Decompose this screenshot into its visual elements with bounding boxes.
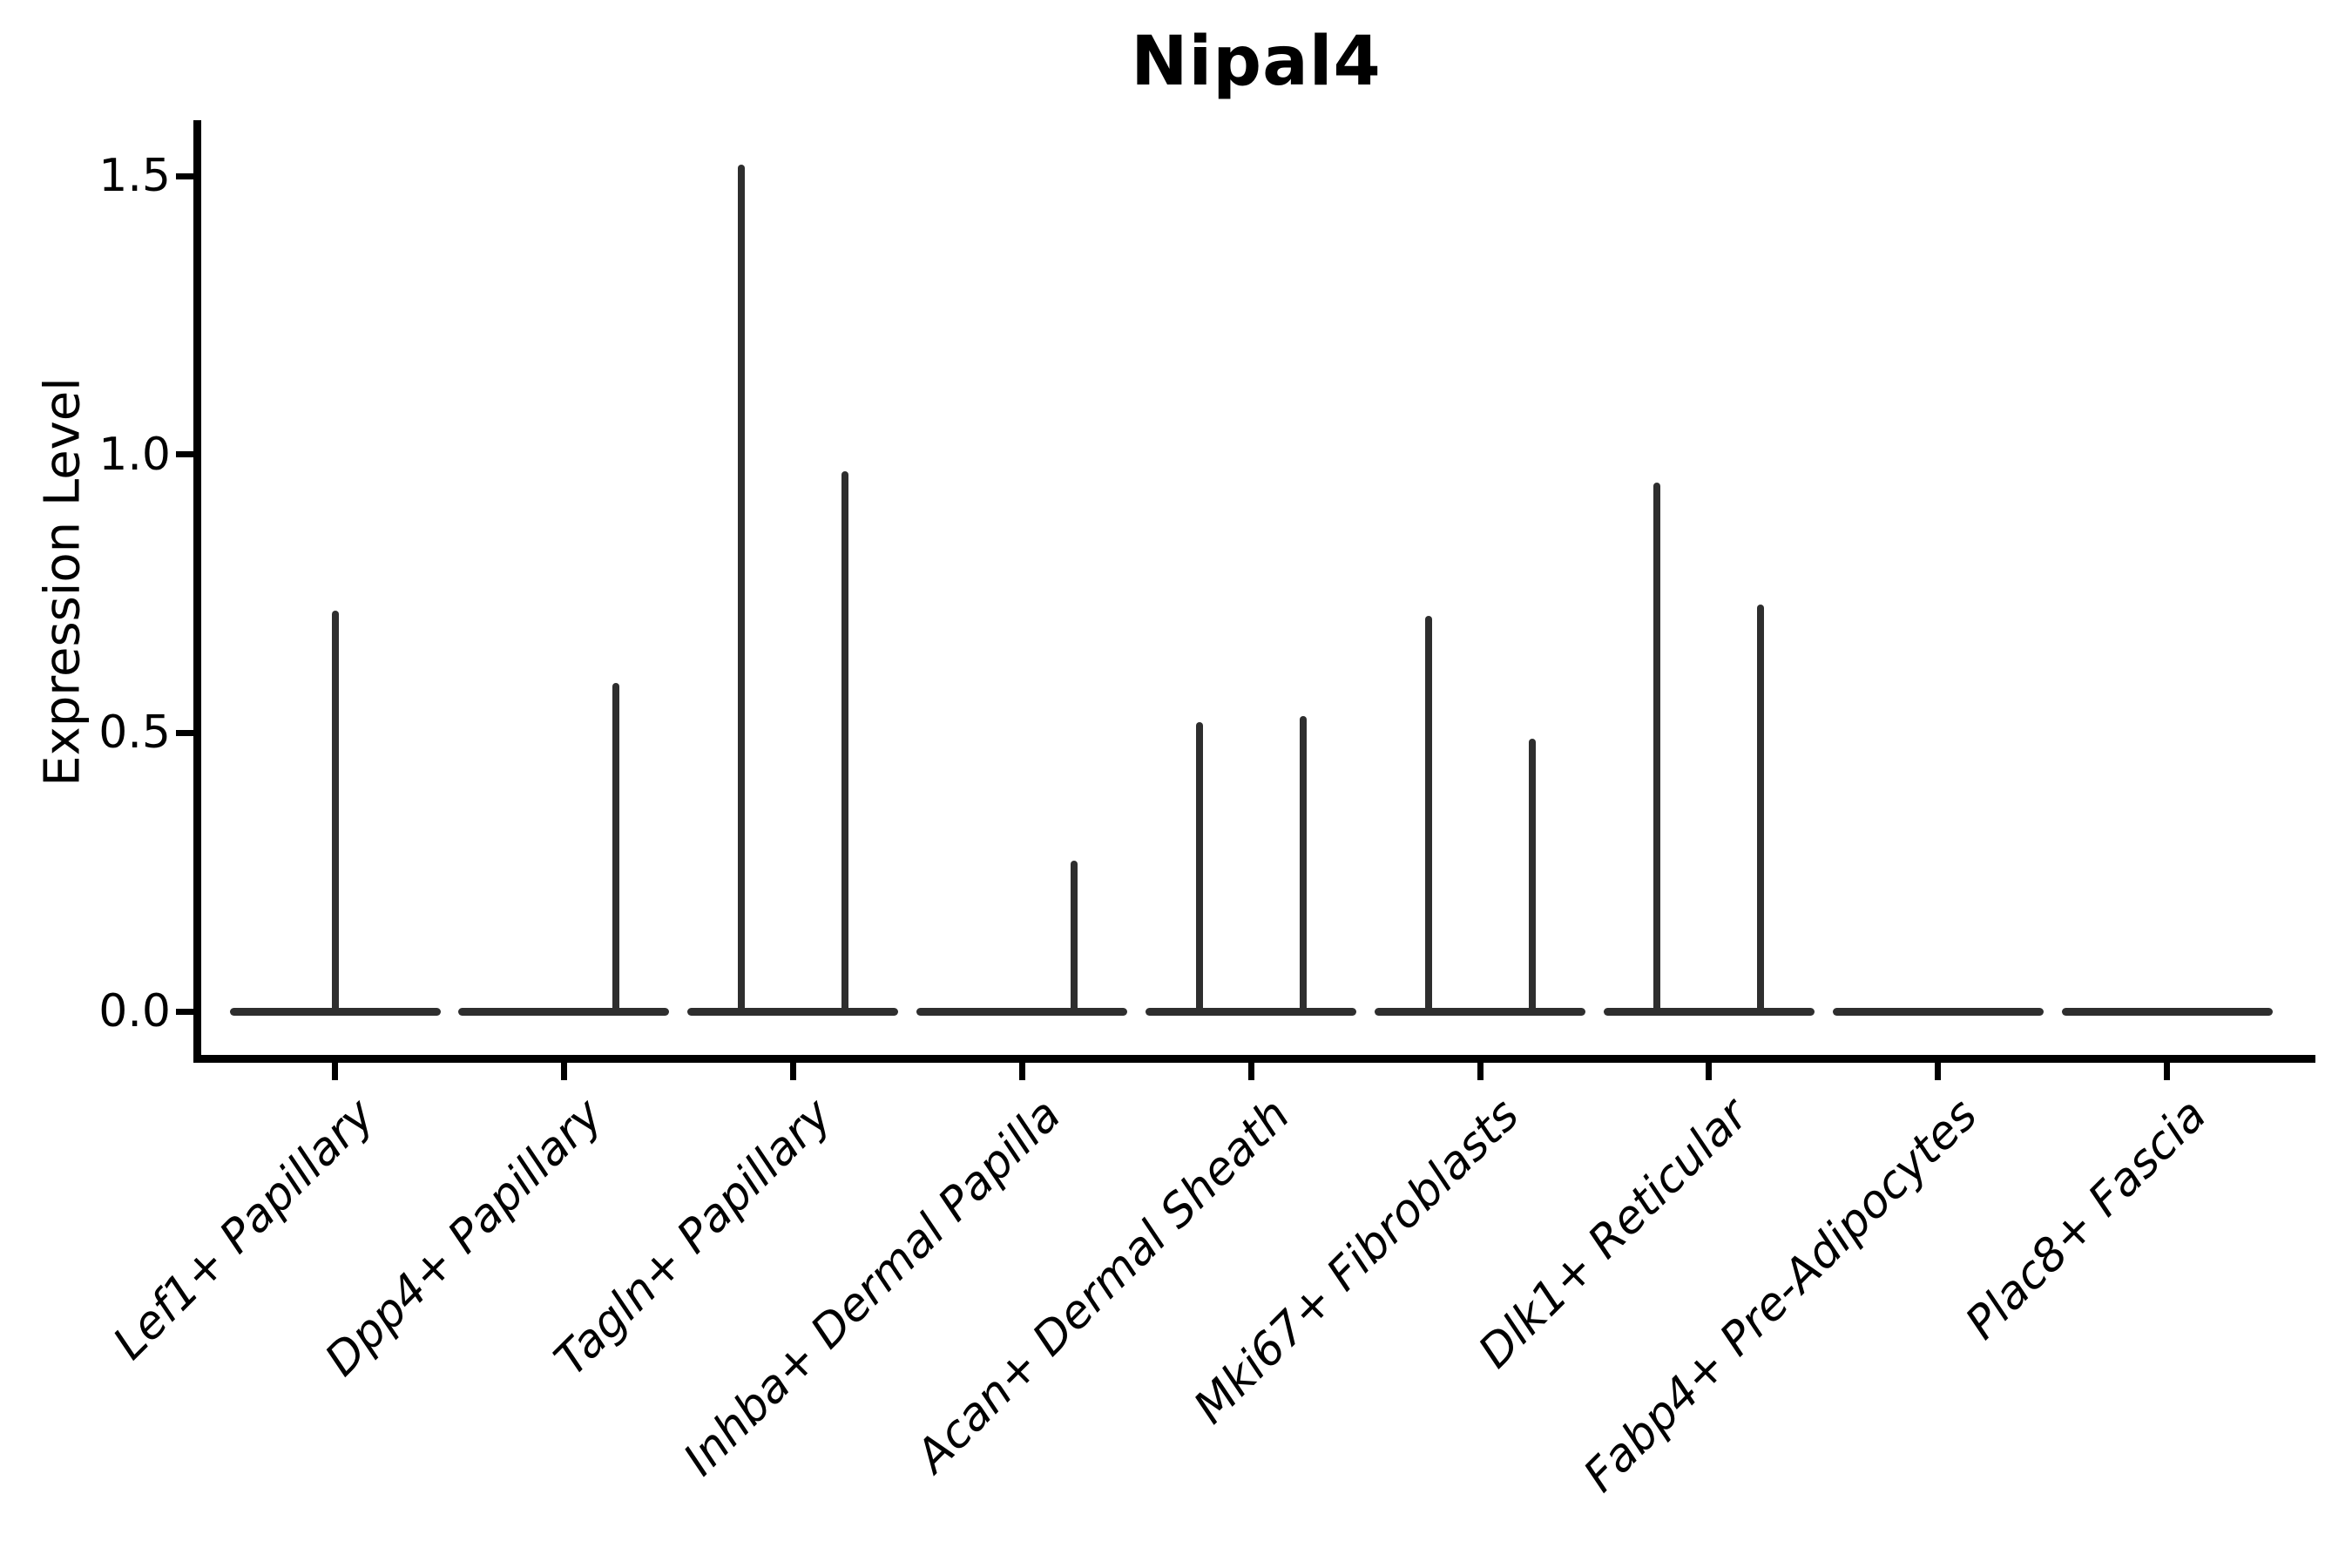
violin-spike — [1195, 721, 1203, 1015]
x-tick-label: Plac8+ Fascia — [1955, 1089, 2217, 1350]
x-tick — [560, 1063, 567, 1080]
violin-spike — [737, 165, 745, 1015]
violin-spike — [1299, 716, 1307, 1015]
violin-spike — [1528, 738, 1536, 1015]
x-tick — [1018, 1063, 1025, 1080]
y-tick — [176, 729, 197, 736]
violin-spike — [1653, 482, 1661, 1015]
violin-base — [1146, 1007, 1357, 1016]
x-tick — [1247, 1063, 1254, 1080]
violin-base — [458, 1007, 670, 1016]
violin-spike — [612, 682, 619, 1015]
y-tick-label: 0.0 — [98, 985, 171, 1037]
x-tick — [1935, 1063, 1942, 1080]
violin-spike — [331, 610, 339, 1015]
violin-base — [916, 1007, 1128, 1016]
violin-spike — [1424, 616, 1432, 1015]
y-axis-spine — [193, 120, 201, 1063]
x-tick-label: Acan+ Dermal Sheath — [906, 1089, 1301, 1483]
x-tick — [2164, 1063, 2171, 1080]
y-tick-label: 0.5 — [98, 706, 171, 760]
violin-base — [1603, 1007, 1815, 1016]
x-tick-label: Inhba+ Dermal Papilla — [673, 1089, 1071, 1486]
y-tick-label: 1.0 — [98, 428, 171, 481]
y-tick — [176, 1008, 197, 1015]
x-tick — [1706, 1063, 1713, 1080]
x-tick — [1477, 1063, 1484, 1080]
y-tick-label: 1.5 — [98, 150, 171, 203]
violin-base — [687, 1007, 899, 1016]
chart-title: Nipal4 — [1131, 23, 1382, 101]
x-axis-spine — [193, 1055, 2315, 1063]
y-tick — [176, 451, 197, 458]
violin-spike — [1757, 605, 1765, 1015]
violin-spike — [1070, 861, 1078, 1015]
x-tick-label: Fabp4+ Pre-Adipocytes — [1573, 1089, 1988, 1503]
x-tick — [332, 1063, 338, 1080]
violin-base — [1375, 1007, 1585, 1016]
violin-spike — [841, 470, 848, 1015]
y-tick — [176, 172, 197, 179]
violin-base — [1832, 1007, 2044, 1016]
violin-base — [2061, 1007, 2273, 1016]
x-tick — [789, 1063, 796, 1080]
